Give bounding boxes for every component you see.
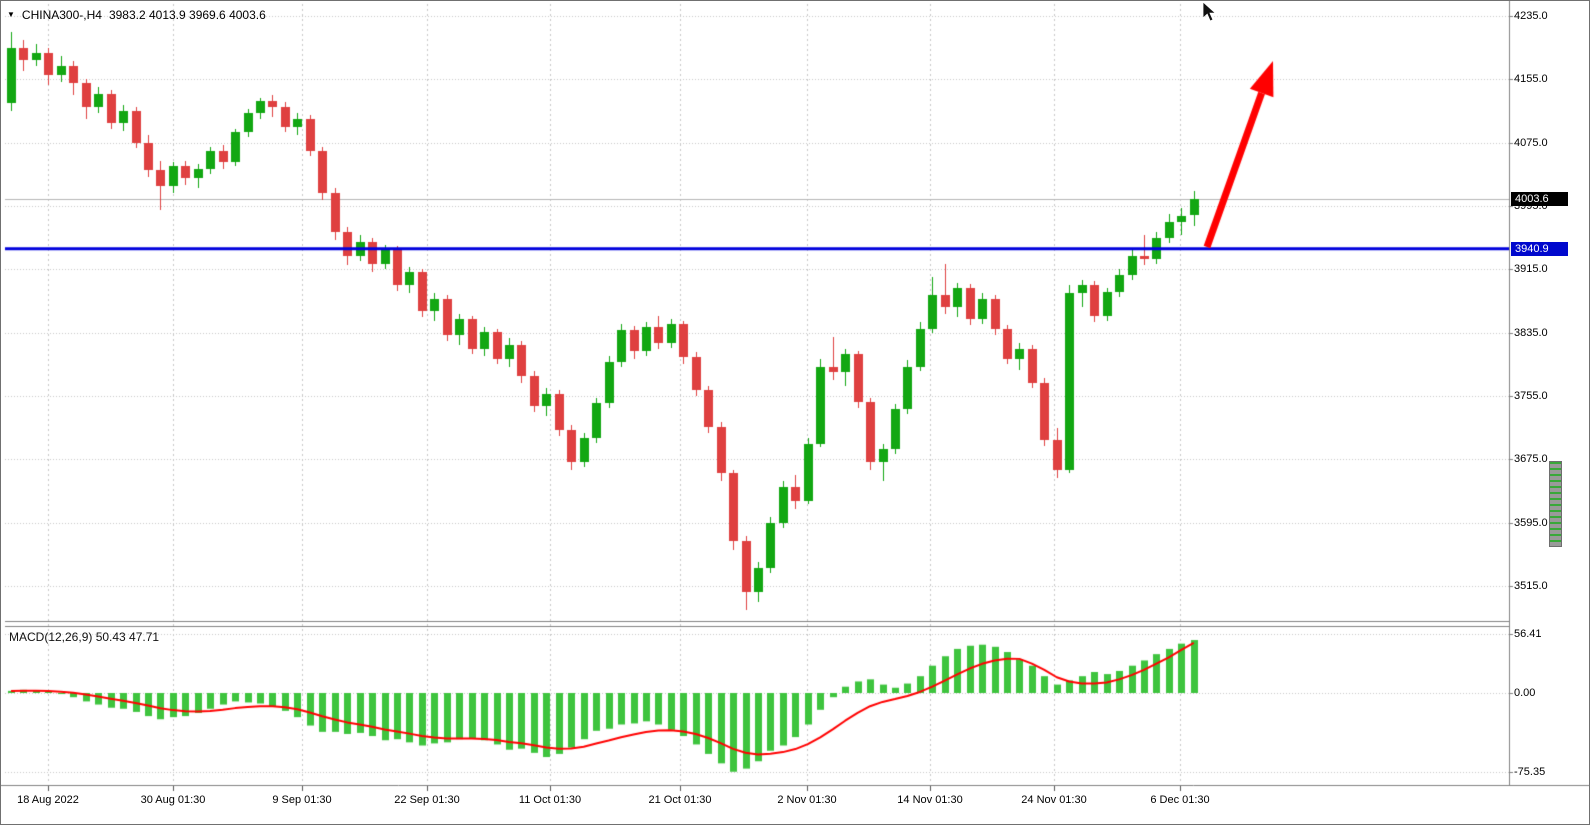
macd-axis-label: -75.35 — [1514, 766, 1546, 779]
time-axis-label: 6 Dec 01:30 — [1150, 794, 1210, 806]
price-axis-label: 3755.0 — [1514, 390, 1548, 402]
macd-indicator-label: MACD(12,26,9) 50.43 47.71 — [9, 630, 160, 644]
price-axis-label: 3915.0 — [1514, 263, 1548, 276]
time-axis-label: 30 Aug 01:30 — [140, 794, 206, 806]
time-axis-label: 9 Sep 01:30 — [272, 794, 332, 806]
macd-axis-label: 56.41 — [1514, 627, 1542, 640]
ohlc-values: 3983.2 4013.9 3969.6 4003.6 — [108, 8, 266, 22]
time-axis-label: 21 Oct 01:30 — [648, 794, 712, 806]
macd-axis-label: 0.00 — [1514, 687, 1536, 699]
time-axis-label: 14 Nov 01:30 — [897, 794, 963, 806]
chart-header: ▼ CHINA300-,H4 3983.2 4013.9 3969.6 4003… — [7, 8, 266, 22]
time-axis-label: 11 Oct 01:30 — [518, 794, 582, 806]
price-axis-label: 4075.0 — [1514, 136, 1548, 149]
mouse-cursor-icon — [1202, 1, 1217, 22]
hline-price-tag: 3940.9 — [1511, 241, 1568, 256]
price-axis-label: 3675.0 — [1514, 453, 1548, 466]
symbol-label: CHINA300-,H4 — [21, 8, 102, 22]
symbol-dropdown-icon[interactable]: ▼ — [7, 10, 15, 19]
scrollbar-thumb[interactable] — [1549, 461, 1562, 547]
price-axis-label: 3515.0 — [1514, 580, 1548, 592]
time-axis-label: 22 Sep 01:30 — [394, 794, 460, 806]
price-axis-label: 4155.0 — [1514, 73, 1548, 86]
time-axis-label: 24 Nov 01:30 — [1021, 794, 1087, 806]
time-axis-label: 2 Nov 01:30 — [777, 794, 837, 806]
price-axis-label: 3835.0 — [1514, 326, 1548, 339]
price-axis-label: 3595.0 — [1514, 516, 1548, 529]
price-axis-label: 4235.0 — [1514, 10, 1548, 22]
current-price-tag: 4003.6 — [1511, 192, 1568, 207]
time-axis-label: 18 Aug 2022 — [17, 794, 79, 806]
